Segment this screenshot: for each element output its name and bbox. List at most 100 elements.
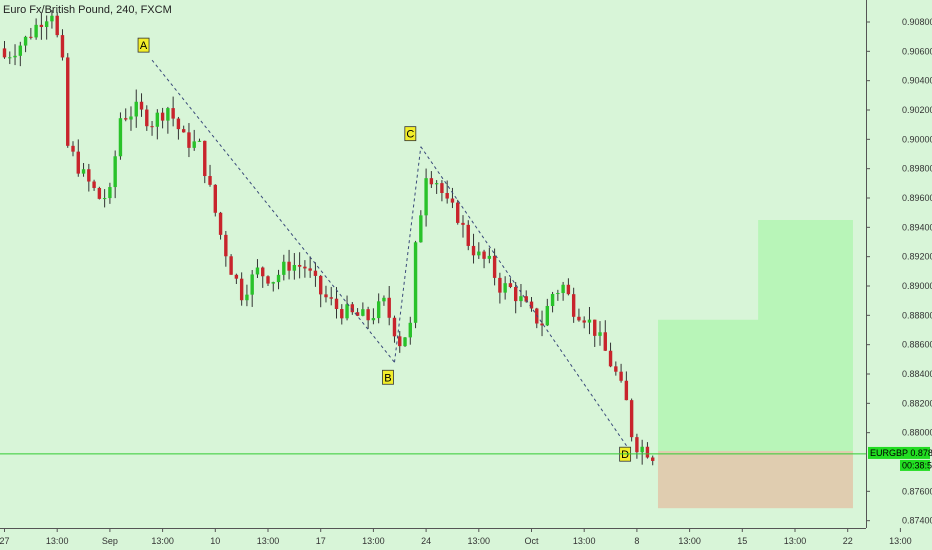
candle: [18, 41, 23, 67]
candle-body: [129, 116, 133, 120]
candle: [461, 215, 465, 238]
candle: [640, 439, 644, 465]
candle-body: [582, 320, 586, 323]
candle-body: [229, 256, 233, 275]
candle: [561, 281, 565, 301]
candle: [392, 315, 397, 343]
candle-body: [276, 274, 281, 283]
candle: [434, 180, 439, 194]
candles: [2, 10, 655, 466]
x-tick-label: Sep: [102, 536, 118, 546]
countdown-bg: [900, 459, 930, 471]
candle: [8, 51, 12, 65]
candle: [218, 211, 223, 240]
candle: [398, 331, 402, 353]
candle-body: [477, 251, 481, 256]
candle: [297, 252, 302, 279]
countdown-tag: 00:38:57: [900, 459, 932, 471]
candle: [255, 259, 260, 278]
y-axis[interactable]: 0.90800 0.90600 0.90400 0.90200 0.90000 0.898…: [866, 0, 932, 528]
x-tick-label: 13:00: [889, 536, 912, 546]
candle: [292, 253, 297, 280]
candle: [13, 44, 17, 66]
pattern-point-a: A: [137, 37, 150, 53]
candle-body: [224, 234, 228, 257]
candle: [213, 184, 217, 217]
candle-body: [218, 212, 223, 235]
candle-body: [13, 55, 17, 58]
candle-body: [376, 301, 381, 319]
candle-body: [23, 36, 28, 46]
candle-body: [482, 251, 486, 259]
candle-body: [324, 294, 328, 298]
candle-body: [44, 21, 49, 27]
candle-body: [266, 276, 270, 284]
candle-body: [81, 169, 86, 174]
pattern-label: B: [384, 372, 391, 384]
candle-body: [461, 222, 465, 225]
candle: [492, 248, 497, 286]
candle: [71, 141, 75, 157]
candle-body: [34, 24, 38, 38]
candle: [513, 282, 518, 314]
candle-body: [629, 400, 634, 438]
candle-body: [413, 242, 418, 323]
candle: [282, 254, 286, 281]
candle: [197, 138, 202, 142]
candle: [619, 363, 623, 383]
candle-body: [60, 35, 65, 58]
candle: [97, 186, 102, 200]
candle-body: [261, 267, 265, 277]
candle-body: [208, 176, 212, 185]
candle-body: [181, 129, 186, 133]
candle-body: [566, 284, 571, 295]
candle: [471, 233, 476, 264]
candle: [550, 291, 555, 313]
candle: [608, 342, 613, 368]
candle-body: [466, 224, 470, 246]
candle-body: [492, 255, 497, 278]
y-tick-label: 0.87400: [902, 516, 932, 526]
y-tick-label: 0.88400: [902, 369, 932, 379]
candle-body: [108, 187, 112, 199]
x-tick-label: 13:00: [784, 536, 807, 546]
candle-body: [624, 380, 629, 401]
candle-body: [445, 193, 449, 199]
candle: [535, 307, 539, 329]
candle: [545, 298, 550, 327]
x-tick-label: 22: [843, 536, 853, 546]
y-tick-label: 0.89600: [902, 193, 932, 203]
candle-body: [598, 332, 602, 336]
x-tick-label: 8: [634, 536, 639, 546]
x-tick-label: 13:00: [573, 536, 596, 546]
candle: [224, 230, 228, 267]
candle-body: [382, 297, 386, 302]
candle-body: [255, 267, 260, 275]
candle: [208, 164, 212, 187]
candle-body: [124, 118, 128, 120]
candle-body: [203, 140, 207, 177]
candle-body: [519, 296, 523, 302]
candle: [108, 182, 112, 204]
candle-body: [176, 118, 181, 130]
candle: [324, 285, 328, 303]
candle: [635, 433, 639, 459]
candle: [440, 180, 444, 202]
candle: [508, 278, 513, 289]
candle-body: [619, 371, 623, 381]
candle-body: [366, 309, 370, 321]
candle-body: [355, 312, 360, 316]
x-tick-label: 13:00: [678, 536, 701, 546]
candle: [603, 320, 607, 352]
candle-body: [71, 145, 75, 152]
x-tick-label: 13:00: [46, 536, 69, 546]
candle-body: [97, 187, 102, 199]
candle-body: [419, 215, 423, 243]
candle: [577, 308, 581, 322]
candle: [466, 220, 470, 251]
x-axis[interactable]: 27 13:00 Sep 13:00 10 13:00 17 13:00 24 13:00 Oct 1…: [0, 528, 912, 546]
candle-body: [540, 323, 544, 326]
stop-zone: [657, 451, 853, 509]
pattern-label-box: [137, 37, 150, 53]
